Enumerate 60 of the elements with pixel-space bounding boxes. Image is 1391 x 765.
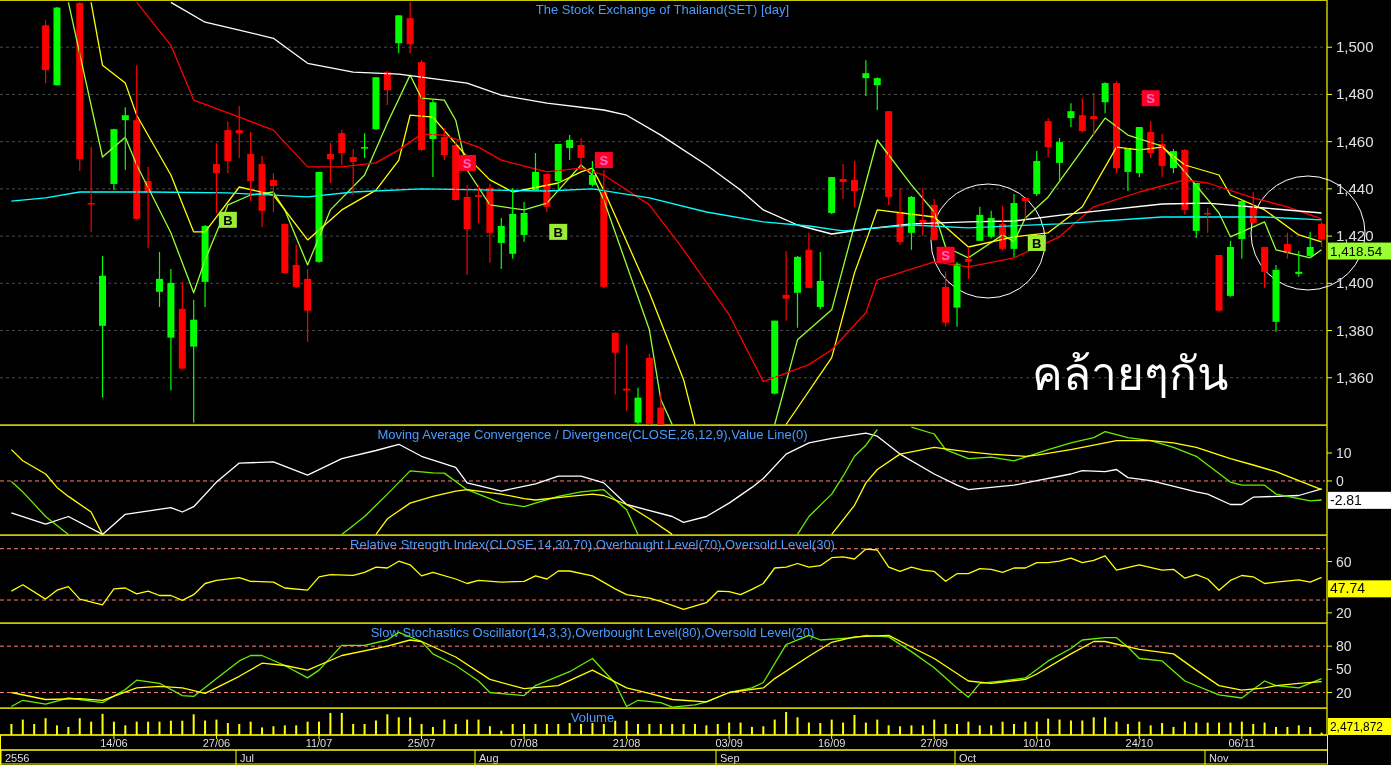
- text: 47.74: [1330, 580, 1366, 597]
- y-tick-label: 1,380: [1336, 321, 1374, 339]
- y-tick-label: 20: [1336, 604, 1352, 621]
- x-tick-label: 03/09: [715, 737, 743, 749]
- y-tick-label: 1,360: [1336, 368, 1374, 386]
- line-series: [831, 440, 1323, 535]
- x-tick-label: 25/07: [407, 737, 436, 749]
- text: -2.81: [1330, 491, 1363, 508]
- candlestick: [475, 184, 482, 224]
- text: Jul: [240, 752, 255, 764]
- x-tick-label: 24/10: [1125, 737, 1154, 749]
- x-tick-label: 14/06: [100, 737, 128, 749]
- line-series: [10, 480, 70, 535]
- x-tick-label: 07/08: [510, 737, 538, 749]
- data-label: B: [223, 212, 233, 228]
- x-tick-label: 11/07: [305, 737, 333, 749]
- x-tick-label: 27/06: [202, 737, 231, 749]
- data-label: B: [1032, 235, 1042, 251]
- y-tick-label: 80: [1336, 638, 1352, 655]
- x-tick-label: 10/10: [1022, 737, 1051, 749]
- y-tick-label: 1,500: [1336, 38, 1374, 56]
- candlestick: [87, 146, 95, 233]
- y-tick-label: 50: [1336, 661, 1352, 678]
- chart-title: Moving Average Convergence / Divergence(CLOSE,26,12,9),Value Line(0): [377, 427, 808, 442]
- data-label: S: [1146, 91, 1156, 107]
- x-tick-label: 27/09: [920, 737, 948, 749]
- text: Aug: [479, 752, 499, 764]
- x-tick-label: 16/09: [817, 737, 846, 749]
- y-tick-label: 1,460: [1336, 132, 1374, 150]
- y-tick-label: 20: [1336, 684, 1352, 701]
- x-tick-label: 21/08: [612, 737, 641, 749]
- y-tick-label: 1,400: [1336, 274, 1374, 292]
- text: 1,418.54: [1330, 243, 1383, 259]
- chart-title: Volume: [570, 710, 615, 725]
- data-label: S: [599, 153, 609, 169]
- text: Nov: [1209, 752, 1230, 764]
- candlestick: [623, 344, 631, 412]
- text: Oct: [959, 752, 977, 764]
- line-series: [10, 448, 104, 535]
- y-tick-label: 60: [1336, 553, 1352, 570]
- x-tick-label: 06/11: [1228, 737, 1256, 749]
- y-tick-label: 1,480: [1336, 85, 1374, 103]
- data-label: S: [941, 247, 951, 263]
- chart-title: Relative Strength Index(CLOSE,14,30,70),Overbought Level(70),Oversold Level(30): [350, 537, 835, 552]
- candlestick: [361, 132, 369, 159]
- line-series: [341, 470, 639, 535]
- y-tick-label: 10: [1336, 444, 1352, 461]
- y-tick-label: 0: [1336, 472, 1344, 489]
- text: 2556: [5, 752, 30, 764]
- annotation: คล้ายๆกัน: [1032, 347, 1228, 401]
- data-label: S: [462, 155, 472, 171]
- chart-title: Slow Stochastics Oscillator(14,3,3),Overbought Level(80),Oversold Level(20): [370, 625, 815, 640]
- line-series: [10, 432, 1323, 535]
- candlestick: [1090, 92, 1098, 136]
- text: Sep: [720, 752, 740, 764]
- line-series: [910, 426, 1323, 502]
- line-series: [375, 489, 673, 535]
- data-label: B: [553, 224, 563, 240]
- chart-title: The Stock Exchange of Thailand(SET) [day]: [535, 2, 790, 17]
- text: 2,471,872: [1330, 720, 1384, 734]
